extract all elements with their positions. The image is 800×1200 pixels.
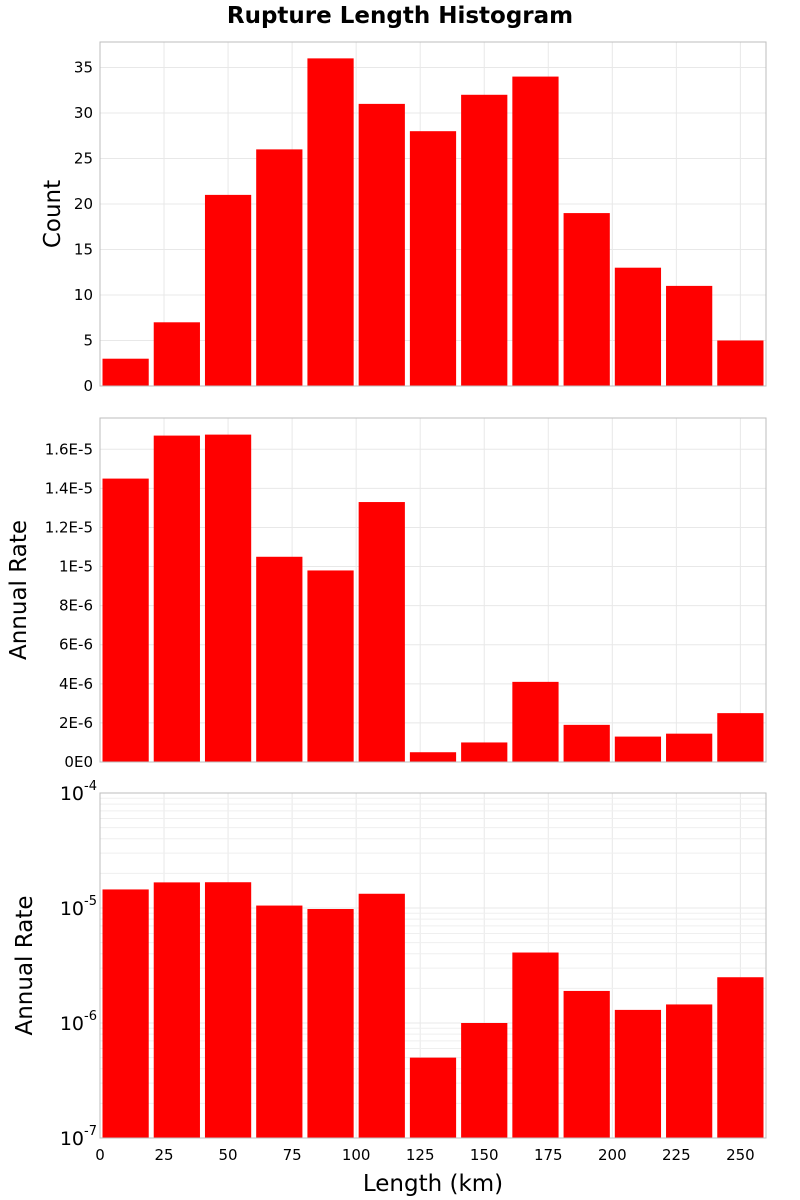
histogram-bar [102, 358, 149, 386]
histogram-bar [102, 889, 149, 1138]
histogram-bar [409, 752, 457, 762]
y-tick-exponent: -5 [84, 894, 97, 909]
histogram-bar [307, 570, 354, 762]
histogram-bar [614, 1009, 662, 1138]
y-tick-exponent: -7 [84, 1124, 97, 1139]
histogram-bar [563, 724, 610, 762]
y-tick-label: 0E0 [64, 753, 93, 771]
bars [102, 58, 764, 387]
y-tick-label: 1.2E-5 [45, 518, 93, 536]
histogram-bar [409, 1057, 457, 1138]
x-tick-label: 0 [95, 1146, 105, 1164]
x-tick-label: 100 [342, 1146, 371, 1164]
plot-frame [99, 417, 767, 763]
histogram-bar [512, 681, 559, 762]
histogram-bar [717, 713, 764, 762]
histogram-bar [358, 502, 405, 762]
y-tick-label: 10-7 [60, 1124, 97, 1150]
y-tick-base: 10 [60, 1013, 84, 1035]
histogram-bar [153, 882, 200, 1138]
x-axis-label: Length (km) [363, 1171, 503, 1197]
x-tick-label: 175 [534, 1146, 563, 1164]
y-tick-label: 10-4 [60, 779, 97, 805]
histogram-bar [102, 478, 149, 762]
histogram-bar [461, 94, 508, 386]
histogram-bar [666, 733, 713, 762]
x-tick-label: 225 [662, 1146, 691, 1164]
histogram-bar [256, 905, 303, 1138]
histogram-bar [153, 435, 200, 762]
histogram-bar [563, 213, 610, 386]
y-tick-label: 25 [74, 149, 93, 167]
y-tick-label: 5 [83, 331, 93, 349]
x-tick-label: 25 [154, 1146, 173, 1164]
plot-frame [99, 792, 767, 1139]
y-tick-label: 2E-6 [59, 714, 93, 732]
x-tick-label: 200 [598, 1146, 627, 1164]
histogram-bar [204, 194, 252, 386]
histogram-bar [563, 990, 610, 1138]
x-tick-label: 50 [219, 1146, 238, 1164]
y-axis-label: Annual Rate [12, 896, 38, 1036]
y-tick-label: 10 [74, 286, 93, 304]
count-histogram-panel: 0 5 10 15 20 25 30 35 Count [40, 41, 767, 395]
histogram-bar [614, 267, 662, 386]
x-ticks: 0 25 50 75 100 125 150 175 200 225 250 [95, 1146, 754, 1164]
histogram-bar [204, 882, 252, 1138]
x-tick-label: 75 [283, 1146, 302, 1164]
histogram-bar [461, 742, 508, 762]
chart-title: Rupture Length Histogram [227, 3, 573, 29]
y-tick-label: 1.6E-5 [45, 440, 93, 458]
histogram-bar [204, 434, 252, 762]
histogram-bar [666, 285, 713, 386]
y-tick-label: 30 [74, 104, 93, 122]
bars [102, 434, 764, 762]
plot-frame [99, 41, 767, 387]
y-ticks: 0E0 2E-6 4E-6 6E-6 8E-6 1E-5 1.2E-5 1.4E-5 1.6E-… [45, 440, 93, 771]
histogram-bar [256, 556, 303, 762]
y-axis-label: Count [40, 180, 66, 248]
y-tick-label: 35 [74, 58, 93, 76]
x-tick-label: 150 [470, 1146, 499, 1164]
y-tick-base: 10 [60, 1128, 84, 1150]
x-tick-label: 125 [406, 1146, 435, 1164]
histogram-bar [717, 977, 764, 1138]
histogram-bar [256, 149, 303, 386]
y-tick-label: 1E-5 [59, 558, 93, 576]
histogram-bar [512, 952, 559, 1138]
histogram-bar [409, 131, 457, 386]
histogram-bar [461, 1023, 508, 1138]
y-ticks: 0 5 10 15 20 25 30 35 [74, 58, 93, 395]
y-tick-label: 6E-6 [59, 636, 93, 654]
y-tick-base: 10 [60, 783, 84, 805]
histogram-bar [358, 893, 405, 1138]
y-tick-label: 20 [74, 195, 93, 213]
histogram-bar [307, 909, 354, 1138]
y-tick-label: 1.4E-5 [45, 479, 93, 497]
annual-rate-linear-panel: 0E0 2E-6 4E-6 6E-6 8E-6 1E-5 1.2E-5 1.4E-5 1.6E-… [6, 417, 767, 771]
y-tick-exponent: -6 [84, 1009, 97, 1024]
histogram-bar [614, 736, 662, 762]
histogram-bar [307, 58, 354, 386]
histogram-bar [358, 103, 405, 386]
histogram-bar [153, 322, 200, 386]
y-tick-exponent: -4 [84, 779, 97, 794]
x-tick-label: 250 [726, 1146, 755, 1164]
y-axis-label: Annual Rate [6, 520, 32, 660]
y-tick-label: 10-5 [60, 894, 97, 920]
y-tick-label: 4E-6 [59, 675, 93, 693]
y-tick-label: 0 [83, 377, 93, 395]
histogram-bar [717, 340, 764, 386]
bars [102, 882, 764, 1138]
y-tick-base: 10 [60, 898, 84, 920]
y-ticks: 10-710-610-510-4 [60, 779, 97, 1150]
histogram-bar [666, 1004, 713, 1138]
histogram-bar [512, 76, 559, 387]
y-tick-label: 15 [74, 240, 93, 258]
y-tick-label: 10-6 [60, 1009, 97, 1035]
y-tick-label: 8E-6 [59, 597, 93, 615]
